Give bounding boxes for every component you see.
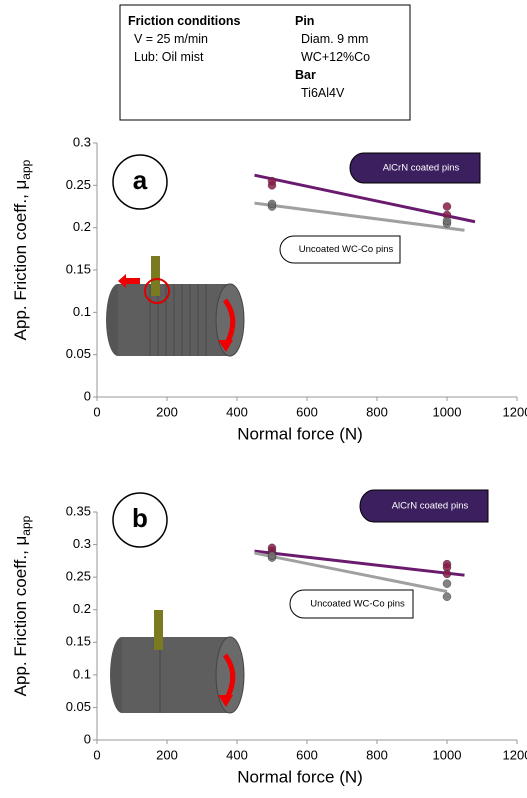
y-tick-label: 0.15 <box>66 261 91 276</box>
conditions-line: Lub: Oil mist <box>134 50 204 64</box>
panel-label: a <box>133 165 148 195</box>
bar-line: Ti6Al4V <box>301 86 345 100</box>
x-tick-label: 600 <box>296 404 318 419</box>
y-tick-label: 0 <box>84 731 91 746</box>
series-label-box <box>349 152 481 184</box>
x-tick-label: 1000 <box>433 747 462 762</box>
y-axis-label-main: App. Friction coeff., μ <box>11 180 30 341</box>
illustration <box>106 256 245 357</box>
series-label: Uncoated WC-Co pins <box>310 599 405 610</box>
conditions-line: V = 25 m/min <box>134 32 208 46</box>
x-axis-label: Normal force (N) <box>237 424 363 443</box>
trend-line <box>254 173 476 224</box>
pin-line: Diam. 9 mm <box>301 32 368 46</box>
series-label-box <box>359 489 489 523</box>
y-tick-label: 0 <box>84 388 91 403</box>
x-tick-label: 800 <box>366 404 388 419</box>
y-tick-label: 0.05 <box>66 699 91 714</box>
x-tick-label: 0 <box>93 404 100 419</box>
y-tick-label: 0.05 <box>66 346 91 361</box>
point <box>267 199 277 209</box>
point <box>267 176 277 186</box>
series-label-box <box>289 589 414 619</box>
panel-circle <box>112 154 168 210</box>
y-axis-label-sub: app <box>19 515 33 535</box>
point <box>442 592 452 601</box>
y-tick-label: 0.3 <box>73 134 91 149</box>
x-tick-label: 400 <box>226 747 248 762</box>
conditions-title: Friction conditions <box>128 14 241 28</box>
series-label: AlCrN coated pins <box>383 163 460 174</box>
point <box>442 216 452 226</box>
x-tick-label: 200 <box>156 747 178 762</box>
y-tick-label: 0.25 <box>66 177 91 192</box>
x-tick-label: 1000 <box>433 404 462 419</box>
x-tick-label: 1200 <box>503 747 527 762</box>
series-label: AlCrN coated pins <box>392 501 469 512</box>
bar-title: Bar <box>295 68 316 82</box>
y-tick-label: 0.15 <box>66 634 91 649</box>
y-axis-label: App. Friction coeff., μapp <box>11 159 33 340</box>
y-tick-label: 0.25 <box>66 569 91 584</box>
pin-title: Pin <box>295 14 314 28</box>
pin-line: WC+12%Co <box>301 50 370 64</box>
y-tick-label: 0.3 <box>73 536 91 551</box>
trend-line <box>254 551 448 593</box>
illustration <box>110 610 245 714</box>
y-axis-label: App. Friction coeff., μapp <box>11 515 33 696</box>
y-tick-label: 0.35 <box>66 503 91 518</box>
point <box>267 551 277 560</box>
y-axis-label-main: App. Friction coeff., μ <box>11 536 30 697</box>
point <box>442 202 452 211</box>
y-tick-label: 0.1 <box>73 304 91 319</box>
x-tick-label: 800 <box>366 747 388 762</box>
y-axis-label-sub: app <box>19 159 33 179</box>
x-tick-label: 200 <box>156 404 178 419</box>
series-label: Uncoated WC-Co pins <box>299 244 394 255</box>
x-tick-label: 400 <box>226 404 248 419</box>
x-axis-label: Normal force (N) <box>237 767 363 786</box>
x-tick-label: 1200 <box>503 404 527 419</box>
x-tick-label: 0 <box>93 747 100 762</box>
trend-line <box>254 201 465 232</box>
y-tick-label: 0.1 <box>73 666 91 681</box>
y-tick-label: 0.2 <box>73 219 91 234</box>
series-label-box <box>279 235 401 264</box>
conditions-box <box>119 4 411 121</box>
point <box>442 569 452 579</box>
trend-line <box>254 549 465 577</box>
point <box>442 579 452 588</box>
y-tick-label: 0.2 <box>73 601 91 616</box>
x-tick-label: 600 <box>296 747 318 762</box>
panel-label: b <box>132 503 148 533</box>
panel-circle <box>112 492 168 548</box>
